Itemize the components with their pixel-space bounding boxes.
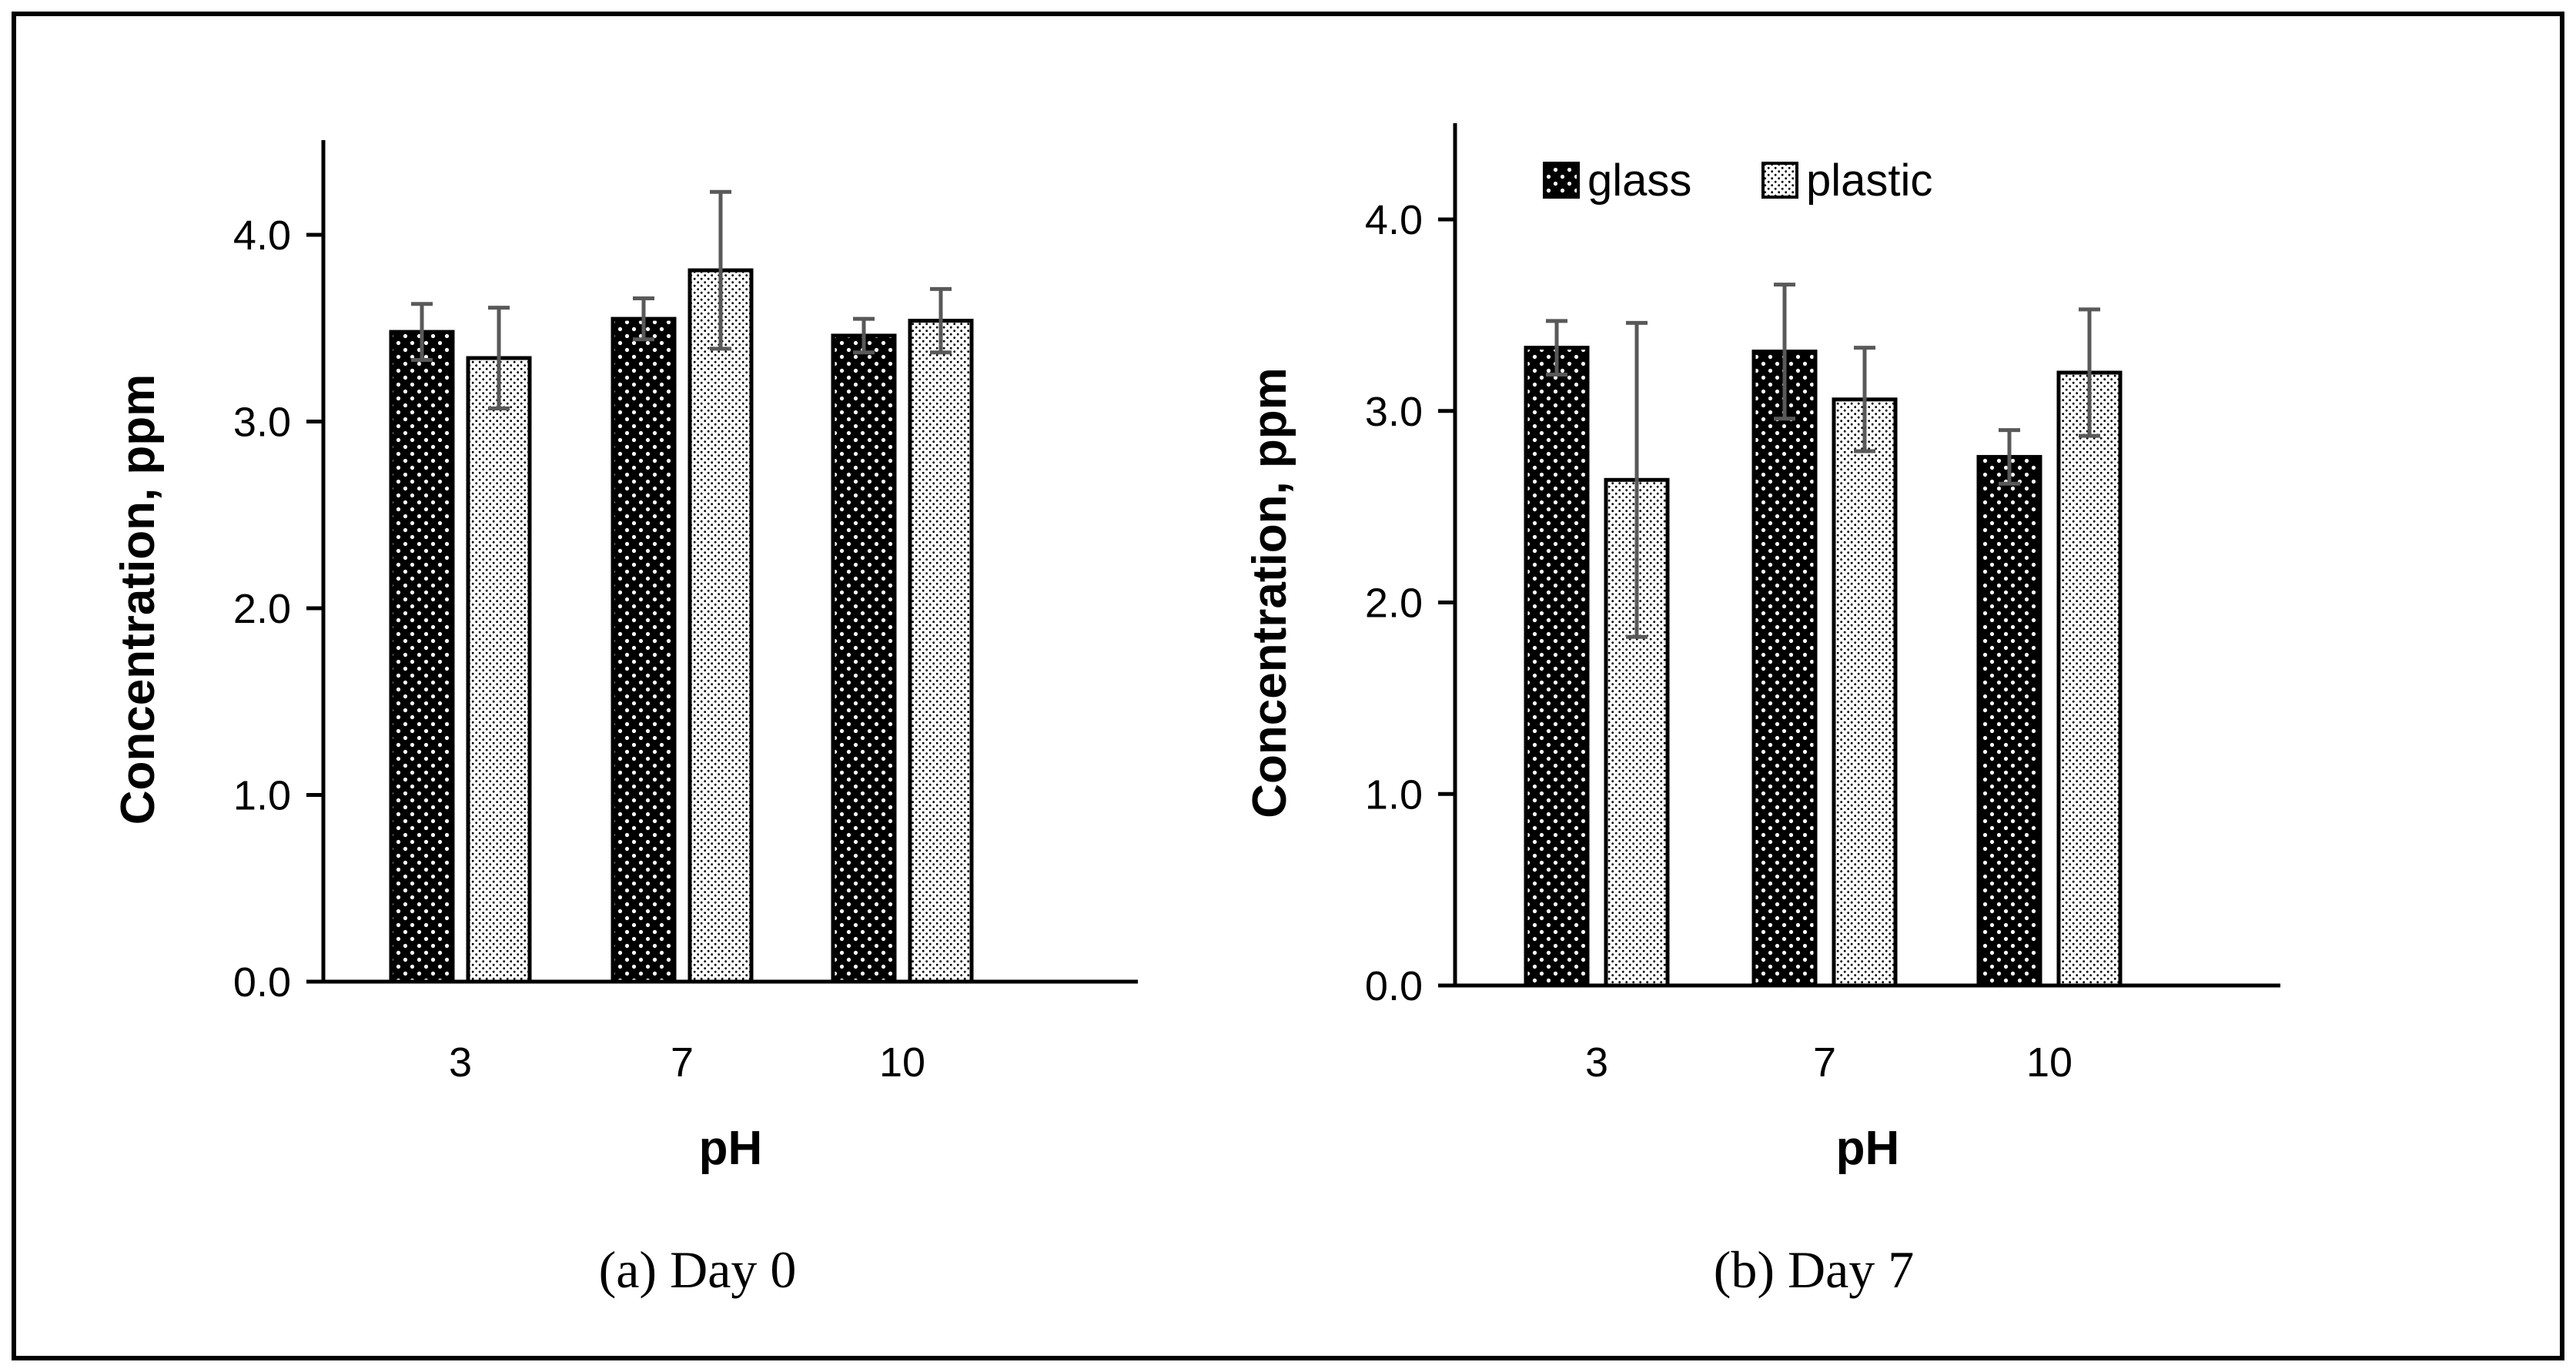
- y-tick-label: 0.0: [233, 959, 291, 1006]
- y-tick-label: 0.0: [1365, 963, 1423, 1009]
- bars: [1524, 346, 2123, 988]
- x-tick-label-10: 10: [879, 1039, 925, 1086]
- x-axis-title: pH: [1836, 1122, 1900, 1175]
- bar-glass-ph-7: [1751, 350, 1818, 988]
- error-bars: [1546, 283, 2100, 639]
- bar-plastic-ph-7: [687, 268, 754, 984]
- x-tick-label-7: 7: [1813, 1039, 1836, 1086]
- y-tick-label: 4.0: [1365, 197, 1423, 243]
- x-tick-label-7: 7: [671, 1039, 694, 1086]
- y-axis-title: Concentration, ppm: [1243, 367, 1296, 818]
- y-tick-label: 2.0: [233, 586, 291, 632]
- chart-panel-a: 0.0 1.0 2.0 3.0 4.0 3 7 10 pH Concentration, p…: [112, 140, 1138, 1299]
- y-axis-title: Concentration, ppm: [112, 374, 165, 825]
- x-tick-labels: 3 7 10: [449, 1039, 925, 1086]
- y-axis-ticks: 0.0 1.0 2.0 3.0 4.0: [233, 212, 323, 1006]
- bar-glass-ph-10: [831, 333, 897, 984]
- y-tick-label: 1.0: [233, 773, 291, 819]
- bar-plastic-ph-7: [1832, 397, 1898, 988]
- legend-label-plastic: plastic: [1806, 156, 1932, 206]
- y-tick-label: 2.0: [1365, 581, 1423, 627]
- axes: [321, 140, 1138, 984]
- legend-label-glass: glass: [1587, 156, 1691, 206]
- legend: glass plastic: [1543, 156, 1932, 206]
- x-tick-label-3: 3: [449, 1039, 472, 1086]
- legend-swatch-glass: [1543, 162, 1580, 199]
- y-tick-label: 1.0: [1365, 771, 1423, 818]
- x-tick-labels: 3 7 10: [1585, 1039, 2073, 1086]
- y-axis-ticks: 0.0 1.0 2.0 3.0 4.0: [1365, 197, 1455, 1009]
- bar-plastic-ph-10: [2056, 370, 2123, 988]
- bars: [389, 268, 974, 984]
- bar-plastic-ph-3: [466, 356, 532, 984]
- legend-swatch-plastic: [1761, 162, 1798, 199]
- bar-plastic-ph-10: [908, 319, 974, 984]
- bar-glass-ph-3: [389, 330, 455, 984]
- bar-glass-ph-7: [611, 316, 677, 984]
- error-bars: [411, 189, 952, 411]
- bar-glass-ph-3: [1524, 346, 1590, 988]
- bar-glass-ph-10: [1976, 454, 2042, 988]
- x-tick-label-3: 3: [1585, 1039, 1608, 1086]
- x-axis-title: pH: [699, 1122, 763, 1175]
- y-tick-label: 3.0: [233, 400, 291, 446]
- figure-frame: [12, 12, 2564, 1360]
- chart-panel-b: 0.0 1.0 2.0 3.0 4.0 3 7 10 pH Concentration, p…: [1243, 123, 2280, 1299]
- x-tick-label-10: 10: [2026, 1039, 2073, 1086]
- y-tick-label: 3.0: [1365, 389, 1423, 435]
- y-tick-label: 4.0: [233, 212, 291, 259]
- panel-caption: (a) Day 0: [599, 1240, 797, 1299]
- panel-caption: (b) Day 7: [1714, 1240, 1915, 1299]
- axes: [1453, 123, 2280, 988]
